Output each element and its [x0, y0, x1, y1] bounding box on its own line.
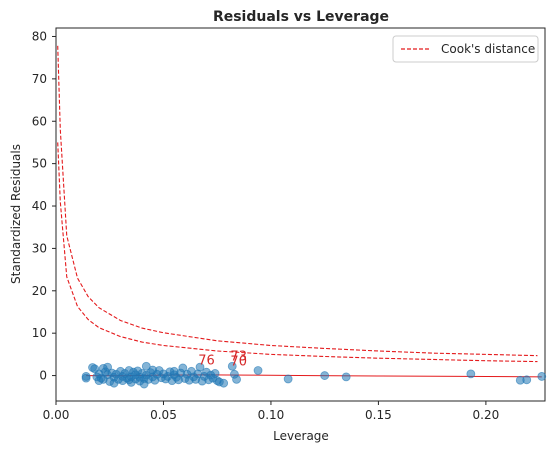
data-point: [466, 369, 476, 379]
y-tick-label: 50: [32, 157, 47, 171]
y-tick-label: 30: [32, 241, 47, 255]
annotation-label: 73: [230, 349, 247, 364]
x-axis-ticks: 0.00 0.05 0.10 0.15 0.20: [43, 401, 500, 422]
x-axis-label: Leverage: [273, 429, 329, 443]
y-tick-label: 10: [32, 326, 47, 340]
data-point: [141, 361, 151, 371]
y-tick-label: 40: [32, 199, 47, 213]
y-tick-label: 60: [32, 114, 47, 128]
data-point: [195, 362, 205, 372]
y-tick-label: 20: [32, 284, 47, 298]
x-tick-label: 0.05: [150, 408, 177, 422]
plot-area: [55, 27, 546, 402]
data-point: [537, 372, 547, 381]
annotation-label: 70: [230, 354, 247, 369]
cooks-distance-line-1: [57, 45, 538, 357]
data-point: [227, 361, 237, 371]
y-axis-label: Standardized Residuals: [9, 144, 23, 284]
y-tick-label: 0: [39, 369, 47, 383]
cooks-distance-line-2: [57, 142, 538, 363]
x-tick-label: 0.00: [43, 408, 70, 422]
data-point: [341, 372, 351, 382]
chart-title: Residuals vs Leverage: [213, 9, 389, 25]
annotation-label: 76: [198, 354, 215, 369]
data-point: [178, 363, 188, 373]
data-point: [320, 371, 330, 380]
x-tick-label: 0.15: [365, 408, 392, 422]
legend: Cook's distance: [392, 35, 539, 63]
scatter-points: [81, 361, 547, 389]
data-point: [253, 366, 263, 375]
data-point: [522, 375, 532, 385]
cooks-distance-lines: [57, 45, 538, 363]
data-point: [283, 374, 293, 384]
x-tick-label: 0.20: [473, 408, 500, 422]
data-point: [232, 374, 241, 384]
y-axis-ticks: 0 10 20 30 40 50 60 70 80: [32, 29, 56, 383]
legend-label-cooks-distance: Cook's distance: [441, 42, 535, 56]
data-point: [210, 369, 220, 378]
y-tick-label: 70: [32, 72, 47, 86]
y-tick-label: 80: [32, 29, 47, 43]
data-point: [81, 372, 91, 381]
legend-box: [392, 35, 539, 63]
data-point: [219, 378, 229, 388]
x-tick-label: 0.10: [258, 408, 285, 422]
